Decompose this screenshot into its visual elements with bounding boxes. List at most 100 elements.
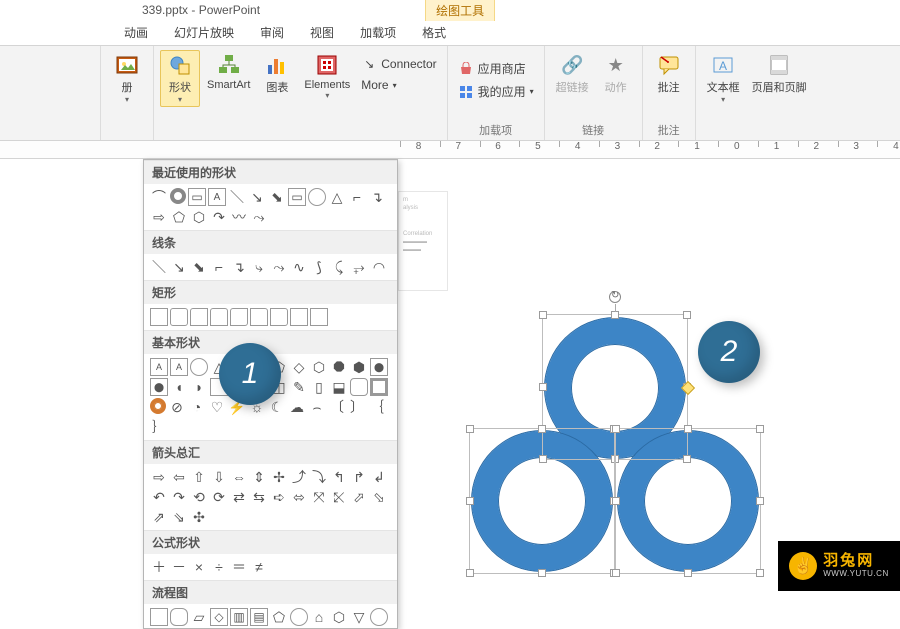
shape-item[interactable]: ▥ <box>230 608 248 626</box>
shape-item[interactable]: ✣ <box>190 508 208 526</box>
appstore-button[interactable]: 应用商店 <box>454 58 538 79</box>
shape-item[interactable]: ＝ <box>230 558 248 576</box>
shape-item[interactable]: ⤴ <box>290 468 308 486</box>
shape-item[interactable]: ◠ <box>370 258 388 276</box>
shape-item[interactable]: ⤧ <box>310 488 328 506</box>
shape-item[interactable]: ⤵ <box>310 468 328 486</box>
tab-addins[interactable]: 加载项 <box>348 20 408 45</box>
resize-handle[interactable] <box>611 311 619 319</box>
shape-item[interactable]: ⤹ <box>330 258 348 276</box>
shape-item[interactable]: △ <box>328 188 346 206</box>
resize-handle[interactable] <box>612 569 620 577</box>
shape-item[interactable]: 〕 <box>348 398 366 416</box>
shape-item[interactable]: ⌒ <box>150 188 168 206</box>
shape-item[interactable]: ⬤ <box>150 378 168 396</box>
shape-item[interactable]: ✎ <box>290 378 308 396</box>
shape-item[interactable]: ⬡ <box>310 358 328 376</box>
shape-item[interactable]: ⇔ <box>230 468 248 486</box>
resize-handle[interactable] <box>612 497 620 505</box>
shape-item[interactable]: ⇧ <box>190 468 208 486</box>
shape-item[interactable]: ⯃ <box>330 358 348 376</box>
shape-item[interactable]: ⬠ <box>270 608 288 626</box>
shape-item[interactable]: ➪ <box>270 488 288 506</box>
myapps-button[interactable]: 我的应用 ▾ <box>454 81 538 102</box>
shape-item[interactable]: ⤷ <box>250 258 268 276</box>
shape-item[interactable]: ｝ <box>150 418 168 436</box>
connector-button[interactable]: ↘ Connector <box>357 54 440 74</box>
shape-item[interactable]: ⟳ <box>210 488 228 506</box>
headerfooter-button[interactable]: 页眉和页脚 <box>747 50 812 98</box>
more-button[interactable]: More ▾ <box>357 76 440 94</box>
shape-item[interactable]: ⇘ <box>170 508 188 526</box>
shape-item[interactable] <box>308 188 326 206</box>
shape-item[interactable] <box>290 608 308 626</box>
resize-handle[interactable] <box>538 569 546 577</box>
shape-item[interactable]: ↷ <box>170 488 188 506</box>
shape-item[interactable]: ☁ <box>288 398 306 416</box>
elements-button[interactable]: Elements ▾ <box>299 50 355 103</box>
shape-item[interactable]: ▱ <box>190 608 208 626</box>
resize-handle[interactable] <box>539 383 547 391</box>
shape-item[interactable]: ＋ <box>150 558 168 576</box>
shape-item[interactable] <box>250 308 268 326</box>
shape-item[interactable] <box>210 308 228 326</box>
shape-item[interactable]: ▯ <box>310 378 328 396</box>
selection-frame[interactable] <box>469 428 615 574</box>
shape-item[interactable]: ▤ <box>250 608 268 626</box>
shape-item[interactable]: ⬊ <box>190 258 208 276</box>
shape-item[interactable]: ▽ <box>350 608 368 626</box>
shape-item[interactable]: ⟲ <box>190 488 208 506</box>
shape-item[interactable]: ⤳ <box>270 258 288 276</box>
shape-item[interactable]: ⬠ <box>170 208 188 226</box>
shape-donut-highlighted[interactable] <box>150 398 166 414</box>
shape-item[interactable]: ⤳ <box>250 208 268 226</box>
shape-item[interactable]: ⌐ <box>348 188 366 206</box>
resize-handle[interactable] <box>466 497 474 505</box>
shape-item[interactable]: ↴ <box>368 188 386 206</box>
shape-item[interactable]: ▭ <box>288 188 306 206</box>
shape-item[interactable]: ↴ <box>230 258 248 276</box>
shape-item[interactable]: ◗ <box>190 378 208 396</box>
resize-handle[interactable] <box>756 569 764 577</box>
tab-format[interactable]: 格式 <box>410 20 458 45</box>
shape-item[interactable]: A <box>208 188 226 206</box>
shape-item[interactable]: ↱ <box>350 468 368 486</box>
shape-item[interactable]: ☾ <box>268 398 286 416</box>
shape-item[interactable]: ≠ <box>250 558 268 576</box>
resize-handle[interactable] <box>684 569 692 577</box>
shape-item[interactable]: ⊘ <box>168 398 186 416</box>
resize-handle[interactable] <box>539 311 547 319</box>
resize-handle[interactable] <box>538 425 546 433</box>
shape-item[interactable]: ⬀ <box>350 488 368 506</box>
shape-item[interactable]: ｛ <box>368 398 386 416</box>
shape-item[interactable] <box>190 358 208 376</box>
shape-item[interactable]: ◔ <box>188 398 206 416</box>
shape-item[interactable] <box>190 308 208 326</box>
shape-item[interactable] <box>310 308 328 326</box>
chart-button[interactable]: 图表 <box>257 50 297 98</box>
tab-slideshow[interactable]: 幻灯片放映 <box>162 20 246 45</box>
resize-handle[interactable] <box>466 569 474 577</box>
shape-item[interactable] <box>230 308 248 326</box>
contextual-tab-label[interactable]: 绘图工具 <box>425 0 495 21</box>
shape-item[interactable]: ◇ <box>290 358 308 376</box>
shape-item[interactable]: ↲ <box>370 468 388 486</box>
resize-handle[interactable] <box>684 425 692 433</box>
shape-item[interactable]: ⥅ <box>350 258 368 276</box>
shapes-button[interactable]: 形状 ▾ <box>160 50 200 107</box>
shape-item[interactable]: A <box>170 358 188 376</box>
smartart-button[interactable]: SmartArt <box>202 50 255 94</box>
shape-item[interactable] <box>370 608 388 626</box>
shape-item[interactable] <box>370 378 388 396</box>
shape-item[interactable] <box>270 308 288 326</box>
shape-item[interactable]: ⇗ <box>150 508 168 526</box>
resize-handle[interactable] <box>612 425 620 433</box>
resize-handle[interactable] <box>466 425 474 433</box>
shape-item[interactable]: ⬡ <box>330 608 348 626</box>
shape-item[interactable] <box>170 308 188 326</box>
shape-item[interactable]: ⬡ <box>190 208 208 226</box>
shape-item[interactable]: ⇨ <box>150 468 168 486</box>
shape-item[interactable]: 〔 <box>328 398 346 416</box>
shape-item[interactable]: ⬓ <box>330 378 348 396</box>
shape-item[interactable]: ↘ <box>248 188 266 206</box>
